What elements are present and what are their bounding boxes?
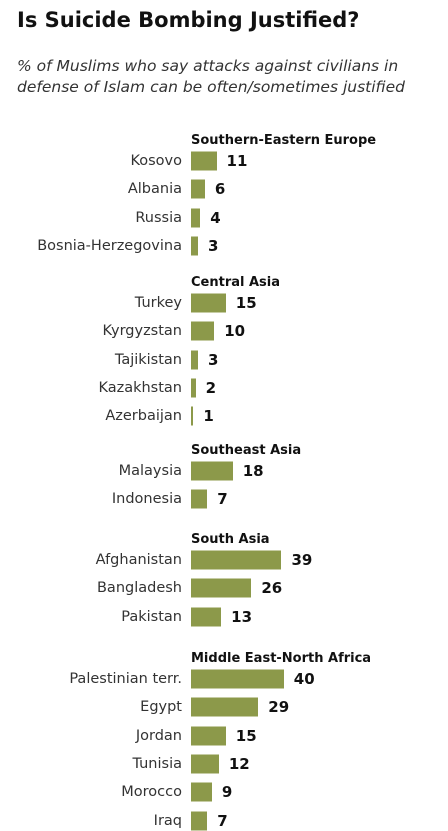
category-label: Pakistan — [121, 608, 182, 625]
bar — [191, 293, 226, 313]
category-label: Iraq — [153, 812, 182, 829]
value-label: 3 — [207, 350, 219, 369]
bar — [191, 782, 212, 802]
bar — [191, 236, 198, 256]
category-label: Tajikistan — [114, 351, 182, 368]
chart-subtitle: % of Muslims who say attacks against civ… — [17, 57, 405, 96]
value-label: 40 — [293, 670, 315, 688]
category-label: Azerbaijan — [105, 408, 182, 425]
category-label: Kyrgyzstan — [102, 323, 182, 340]
value-label: 9 — [221, 783, 233, 802]
bar — [191, 754, 219, 774]
group-label: South Asia — [191, 532, 270, 547]
bar — [191, 406, 194, 426]
value-label: 2 — [205, 378, 217, 397]
bar — [191, 669, 284, 689]
category-label: Turkey — [134, 295, 182, 311]
bar — [191, 461, 233, 481]
category-label: Tunisia — [132, 755, 182, 772]
value-label: 15 — [235, 294, 257, 312]
value-label: 13 — [231, 607, 253, 626]
value-label: 39 — [291, 551, 313, 569]
bar — [191, 208, 201, 228]
bar — [191, 607, 222, 627]
group-label: Middle East-North Africa — [191, 651, 372, 666]
bar — [191, 151, 217, 171]
category-label: Kosovo — [130, 153, 182, 169]
bar — [191, 321, 215, 341]
category-label: Palestinian terr. — [69, 671, 182, 687]
value-label: 1 — [203, 407, 214, 426]
bar — [191, 350, 198, 370]
category-label: Russia — [135, 209, 182, 226]
bar — [191, 489, 208, 509]
value-label: 26 — [261, 579, 283, 598]
value-label: 3 — [207, 236, 219, 255]
bar — [191, 697, 259, 717]
category-label: Morocco — [121, 784, 182, 801]
bar — [191, 811, 208, 830]
value-label: 7 — [217, 811, 228, 830]
bar — [191, 578, 252, 598]
bar — [191, 726, 226, 746]
value-label: 11 — [226, 152, 248, 170]
category-label: Indonesia — [111, 491, 182, 508]
category-label: Malaysia — [118, 463, 182, 479]
bar — [191, 550, 282, 570]
value-label: 10 — [224, 322, 246, 341]
category-label: Bosnia-Herzegovina — [37, 237, 182, 254]
value-label: 7 — [217, 490, 228, 509]
group-label: Central Asia — [191, 275, 281, 290]
value-label: 6 — [214, 180, 226, 199]
category-label: Afghanistan — [95, 552, 182, 568]
bar — [191, 378, 196, 398]
value-label: 29 — [268, 698, 290, 717]
category-label: Bangladesh — [96, 580, 182, 597]
group-label: Southern-Eastern Europe — [191, 133, 377, 148]
bar — [191, 179, 205, 199]
category-label: Egypt — [140, 699, 182, 716]
value-label: 12 — [228, 754, 250, 773]
category-label: Albania — [127, 181, 182, 198]
chart-title: Is Suicide Bombing Justified? — [17, 8, 360, 32]
value-label: 4 — [210, 208, 221, 227]
category-label: Kazakhstan — [98, 379, 182, 396]
group-label: Southeast Asia — [191, 443, 302, 458]
value-label: 18 — [242, 462, 264, 480]
category-label: Jordan — [135, 727, 182, 744]
value-label: 15 — [235, 726, 257, 745]
